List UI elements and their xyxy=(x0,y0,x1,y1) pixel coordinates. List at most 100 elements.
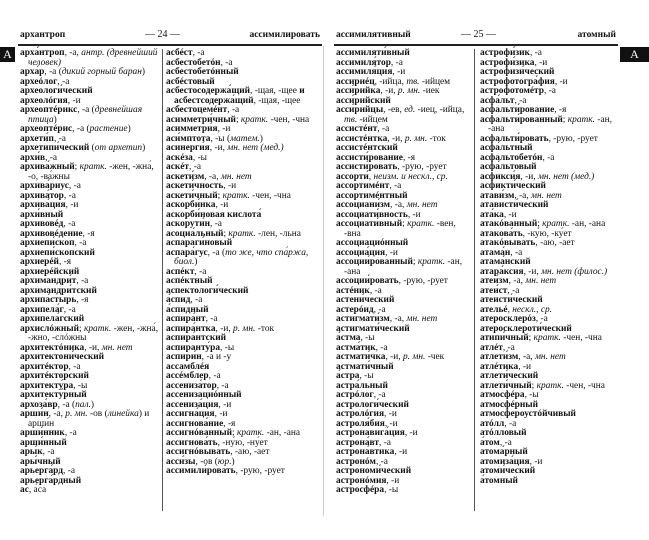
entry-text: -ийцем xyxy=(357,114,388,125)
entry-text: , -а xyxy=(375,342,388,353)
dictionary-entry: аси́мптота, -ы (матем.) xyxy=(166,133,320,145)
dictionary-entry: атеросклерóз, -а xyxy=(480,314,618,325)
dictionary-entry: архиепи́скопский xyxy=(20,248,161,259)
entry-text: , -а xyxy=(504,418,517,429)
headword: архи́в xyxy=(20,152,46,163)
headword: атеи́ст xyxy=(480,285,508,296)
dictionary-entry: ассоциа́ция, -и xyxy=(336,248,472,259)
dictionary-entry: ата́ка, -и xyxy=(480,209,618,221)
dictionary-entry: ассигнóванный; кратк. -ан, -ана xyxy=(166,428,320,439)
entry-text: , -и xyxy=(223,181,237,191)
entry-text: , -а xyxy=(389,181,402,191)
dictionary-entry: архислóжный; кратк. -жен, -жна́, -жно, -… xyxy=(20,324,161,344)
dictionary-entry: ассигна́ция, -и xyxy=(166,409,320,420)
column-divider xyxy=(162,49,163,511)
entry-text: , -я xyxy=(82,228,95,239)
entry-text: ; xyxy=(402,219,408,229)
entry-text: , -а xyxy=(189,162,202,172)
headword: аспири́н xyxy=(166,352,202,362)
entry-text: , -и, xyxy=(387,133,405,144)
dictionary-entry: атипи́чный; кратк. -чен, -чна xyxy=(480,333,618,344)
entry-text: , -а xyxy=(63,466,75,476)
dictionary-entry: асоциа́льный; кратк. -лен, -льна xyxy=(166,229,320,240)
headword: астра́льный xyxy=(336,380,388,391)
entry-text: , -а xyxy=(194,266,207,277)
grammar-note: матем. xyxy=(230,133,260,144)
entry-text: -ов ( xyxy=(87,409,108,419)
dictionary-entry: ассистéнтка, -и, р. мн. -ток xyxy=(336,133,472,145)
headword: ассимиляти́вный xyxy=(336,48,410,58)
dictionary-entry: атлети́зм, -а, мн. нет xyxy=(480,352,618,363)
dictionary-entry: аскорби́новая кислота́ xyxy=(166,210,320,221)
dictionary-entry: аспектологи́ческий xyxy=(166,285,320,297)
dictionary-entry: ассоции́ровать, -рую, -рует xyxy=(336,276,472,287)
entry-text: , -а xyxy=(45,152,58,163)
dictionary-column-1: арха́нтроп, -а, антр. (древнейший челове… xyxy=(20,48,161,496)
dictionary-column-2: асбéст, -а асбестобетóн, -а асбестобетóнны… xyxy=(166,48,320,477)
headword: асфа́льт xyxy=(480,95,515,106)
dictionary-entry: аспиранту́ра, -ы xyxy=(166,342,320,354)
headword: ата́ка xyxy=(480,209,504,220)
dictionary-entry: асбéстовый xyxy=(166,77,320,88)
grammar-note: мн. нет (мед.) xyxy=(227,143,284,153)
entry-text: , -щая, -щее xyxy=(250,86,300,96)
headword: аскорби́нка xyxy=(166,200,216,210)
entry-text: , -а, xyxy=(390,200,407,210)
running-head-left: ассимилятивный xyxy=(336,30,411,40)
entry-text: , -я xyxy=(223,418,236,429)
headword: ассигнова́ть xyxy=(166,437,218,448)
grammar-note: древнейшая птица xyxy=(28,105,143,125)
dictionary-entry: архипела́гский xyxy=(20,314,161,325)
entry-text: , -рую, -рует xyxy=(548,133,598,144)
headword: аспектологи́ческий xyxy=(166,285,249,296)
entry-text: , -рую, -рует xyxy=(397,162,447,172)
entry-text: ; xyxy=(232,428,237,438)
headword: асбестосодержа́щий xyxy=(166,86,251,96)
entry-text: , -а, xyxy=(389,314,407,324)
dictionary-entry: аспéктный xyxy=(166,276,320,287)
entry-text: , -а xyxy=(192,48,205,58)
dictionary-entry: астра́льный xyxy=(336,380,472,392)
dictionary-entry: астронóмия, -и xyxy=(336,475,472,487)
dictionary-entry: археолóгия, -и xyxy=(20,96,161,107)
dictionary-entry: атеи́ст, -а xyxy=(480,285,618,297)
entry-text: , -а xyxy=(63,219,76,229)
dictionary-entry: асфа́льт, -а xyxy=(480,95,618,107)
entry-text: -чен, -чна xyxy=(268,114,310,125)
headword: асимметри́чный xyxy=(166,114,236,125)
entry-text: , -и xyxy=(386,475,400,486)
entry-text: , -ев, xyxy=(383,105,405,115)
entry-text: , -ийца, xyxy=(374,76,407,87)
entry-text: ) xyxy=(127,124,131,134)
entry-text: ) xyxy=(90,399,95,410)
grammar-note: мн. нет xyxy=(406,200,438,210)
entry-text: ) xyxy=(53,114,57,125)
entry-text: , -а xyxy=(68,361,81,372)
entry-text: , -а xyxy=(507,285,520,296)
entry-text: , -а xyxy=(64,428,77,438)
headword: атома́рный xyxy=(480,447,528,457)
entry-text: , -а ( xyxy=(57,399,76,410)
grammar-note: кратк. xyxy=(533,333,561,343)
grammar-note: то же, что спа́ржа, биол. xyxy=(174,247,309,267)
dictionary-entry: археоптéрикс, -а (древнейшая птица) xyxy=(20,105,161,125)
dictionary-entry: астрологи́ческий xyxy=(336,400,472,411)
headword: ары́к xyxy=(20,447,43,457)
grammar-note: мн. нет xyxy=(525,276,557,286)
dictionary-entry: астма́тик, -а xyxy=(336,342,472,354)
dictionary-entry: архимандри́т, -а xyxy=(20,276,161,287)
headword: ассенизациóнный xyxy=(166,390,242,400)
headword: атеросклероти́ческий xyxy=(480,323,572,334)
dictionary-entry: ательé, нескл., ср. xyxy=(480,304,618,316)
entry-text: , -а xyxy=(63,190,76,201)
headword: астигмати́ческий xyxy=(336,323,410,334)
headword: ательé xyxy=(480,304,508,315)
headword: аскéза xyxy=(166,152,193,163)
grammar-note: р. мн. xyxy=(233,323,256,334)
headword: аспара́гус xyxy=(166,247,208,258)
entry-text: -ийцем xyxy=(419,76,451,87)
dictionary-entry: астрóлог, -а xyxy=(336,390,472,401)
entry-text: , -а, xyxy=(64,48,82,58)
entry-text: , -ы xyxy=(220,342,235,353)
headword: аси́мптота xyxy=(166,133,211,144)
